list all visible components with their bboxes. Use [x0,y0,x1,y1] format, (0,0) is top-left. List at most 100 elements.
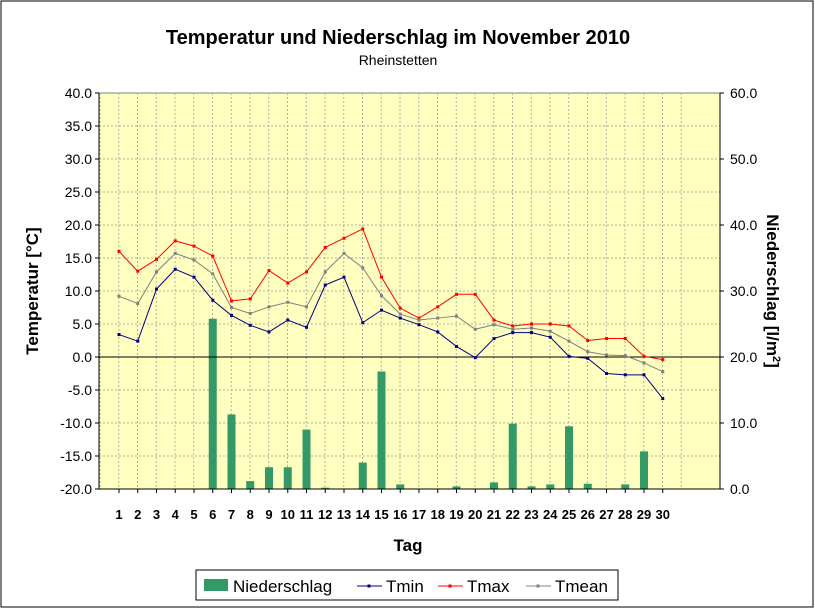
point-tmean [117,294,121,298]
point-tmin [211,298,215,302]
point-tmin [286,318,290,322]
precip-bar [490,482,498,489]
point-tmean [192,258,196,262]
point-tmax [623,337,627,341]
point-tmean [211,272,215,276]
point-tmean [455,314,458,318]
precip-bar [546,484,555,489]
legend-marker-tmin [367,584,371,588]
precip-bar [527,486,536,489]
x-tick-label: 21 [487,507,501,522]
point-tmax [305,270,308,274]
precip-bar [208,318,217,489]
legend-swatch-niederschlag [204,579,228,591]
y-axis-right-label-end: ] [763,362,782,368]
y-left-tick-label: 10.0 [65,283,92,299]
x-tick-label: 20 [468,507,482,522]
point-tmin [361,321,365,325]
point-tmax [248,297,252,301]
x-tick-label: 27 [599,507,613,522]
point-tmin [305,325,308,329]
point-tmax [605,337,608,341]
y-left-tick-label: 30.0 [65,151,92,167]
x-tick-label: 2 [134,507,141,522]
point-tmax [286,281,290,285]
point-tmax [323,245,327,249]
x-tick-label: 24 [543,507,558,522]
point-tmean [267,305,271,309]
chart-title: Temperatur und Niederschlag im November … [166,27,630,49]
point-tmean [173,251,177,255]
precip-bar [583,483,592,489]
point-tmax [530,322,533,326]
point-tmax [511,324,515,328]
chart-subtitle: Rheinstetten [359,52,438,68]
point-tmax [642,354,646,358]
point-tmax [492,318,496,322]
gridlines [99,93,720,489]
y-left-tick-label: 20.0 [65,217,92,233]
y-left-tick-label: -15.0 [60,448,92,464]
y-axis-right-ticks: 60.0 50.0 40.0 30.0 20.0 10.0 0.0 [719,85,757,497]
point-tmax [548,322,552,326]
point-tmin [642,373,646,377]
legend-label-tmean: Tmean [555,577,608,596]
legend-box [195,569,619,601]
temperature-lines [117,227,665,401]
point-tmean [361,266,365,270]
legend-label-tmax: Tmax [467,577,510,596]
point-tmax [586,339,590,342]
y-right-tick-label: 20.0 [730,349,757,365]
precip-bar [640,451,648,489]
precip-bar [302,429,311,489]
legend-marker-tmax [448,584,452,588]
point-tmean [492,323,496,327]
series-line-tmin [118,268,664,399]
precip-bar [565,426,573,489]
point-tmin [117,333,121,337]
point-tmin [398,316,402,320]
legend-label-niederschlag: Niederschlag [233,577,332,596]
point-tmax [398,306,402,310]
x-tick-label: 19 [449,507,463,522]
x-tick-label: 28 [618,507,632,522]
y-left-tick-label: 5.0 [73,316,93,332]
y-right-tick-label: 30.0 [730,283,757,299]
x-tick-label: 9 [265,507,272,522]
x-tick-label: 29 [637,507,651,522]
y-right-tick-label: 40.0 [730,217,757,233]
x-tick-label: 15 [374,507,388,522]
x-tick-label: 5 [190,507,197,522]
series-line-tmax [118,228,663,361]
point-tmax [473,292,477,296]
point-tmean [380,294,383,298]
precip-bar [396,484,405,489]
point-tmean [548,329,552,333]
point-tmin [492,337,496,341]
x-tick-label: 7 [228,507,235,522]
x-tick-label: 1 [115,507,122,522]
point-tmean [567,339,571,343]
precipitation-bars [208,318,648,489]
point-tmin [455,344,458,348]
point-tmin [173,267,177,271]
point-tmax [436,305,440,309]
point-tmin [230,313,233,317]
point-tmean [323,270,327,274]
precip-bar [246,481,255,489]
point-tmean [586,350,590,354]
point-tmin [342,275,346,279]
point-tmin [192,275,196,279]
x-tick-label: 8 [247,507,254,522]
point-tmean [473,327,477,331]
point-tmean [286,300,290,304]
x-tick-label: 10 [281,507,295,522]
point-tmin [530,331,533,335]
precip-bar [358,462,367,489]
series-line-tmean [118,252,663,372]
y-axis-left-label: Temperatur [°C] [23,227,42,354]
point-tmean [305,305,308,309]
point-tmax [455,292,458,296]
point-tmean [642,361,646,365]
